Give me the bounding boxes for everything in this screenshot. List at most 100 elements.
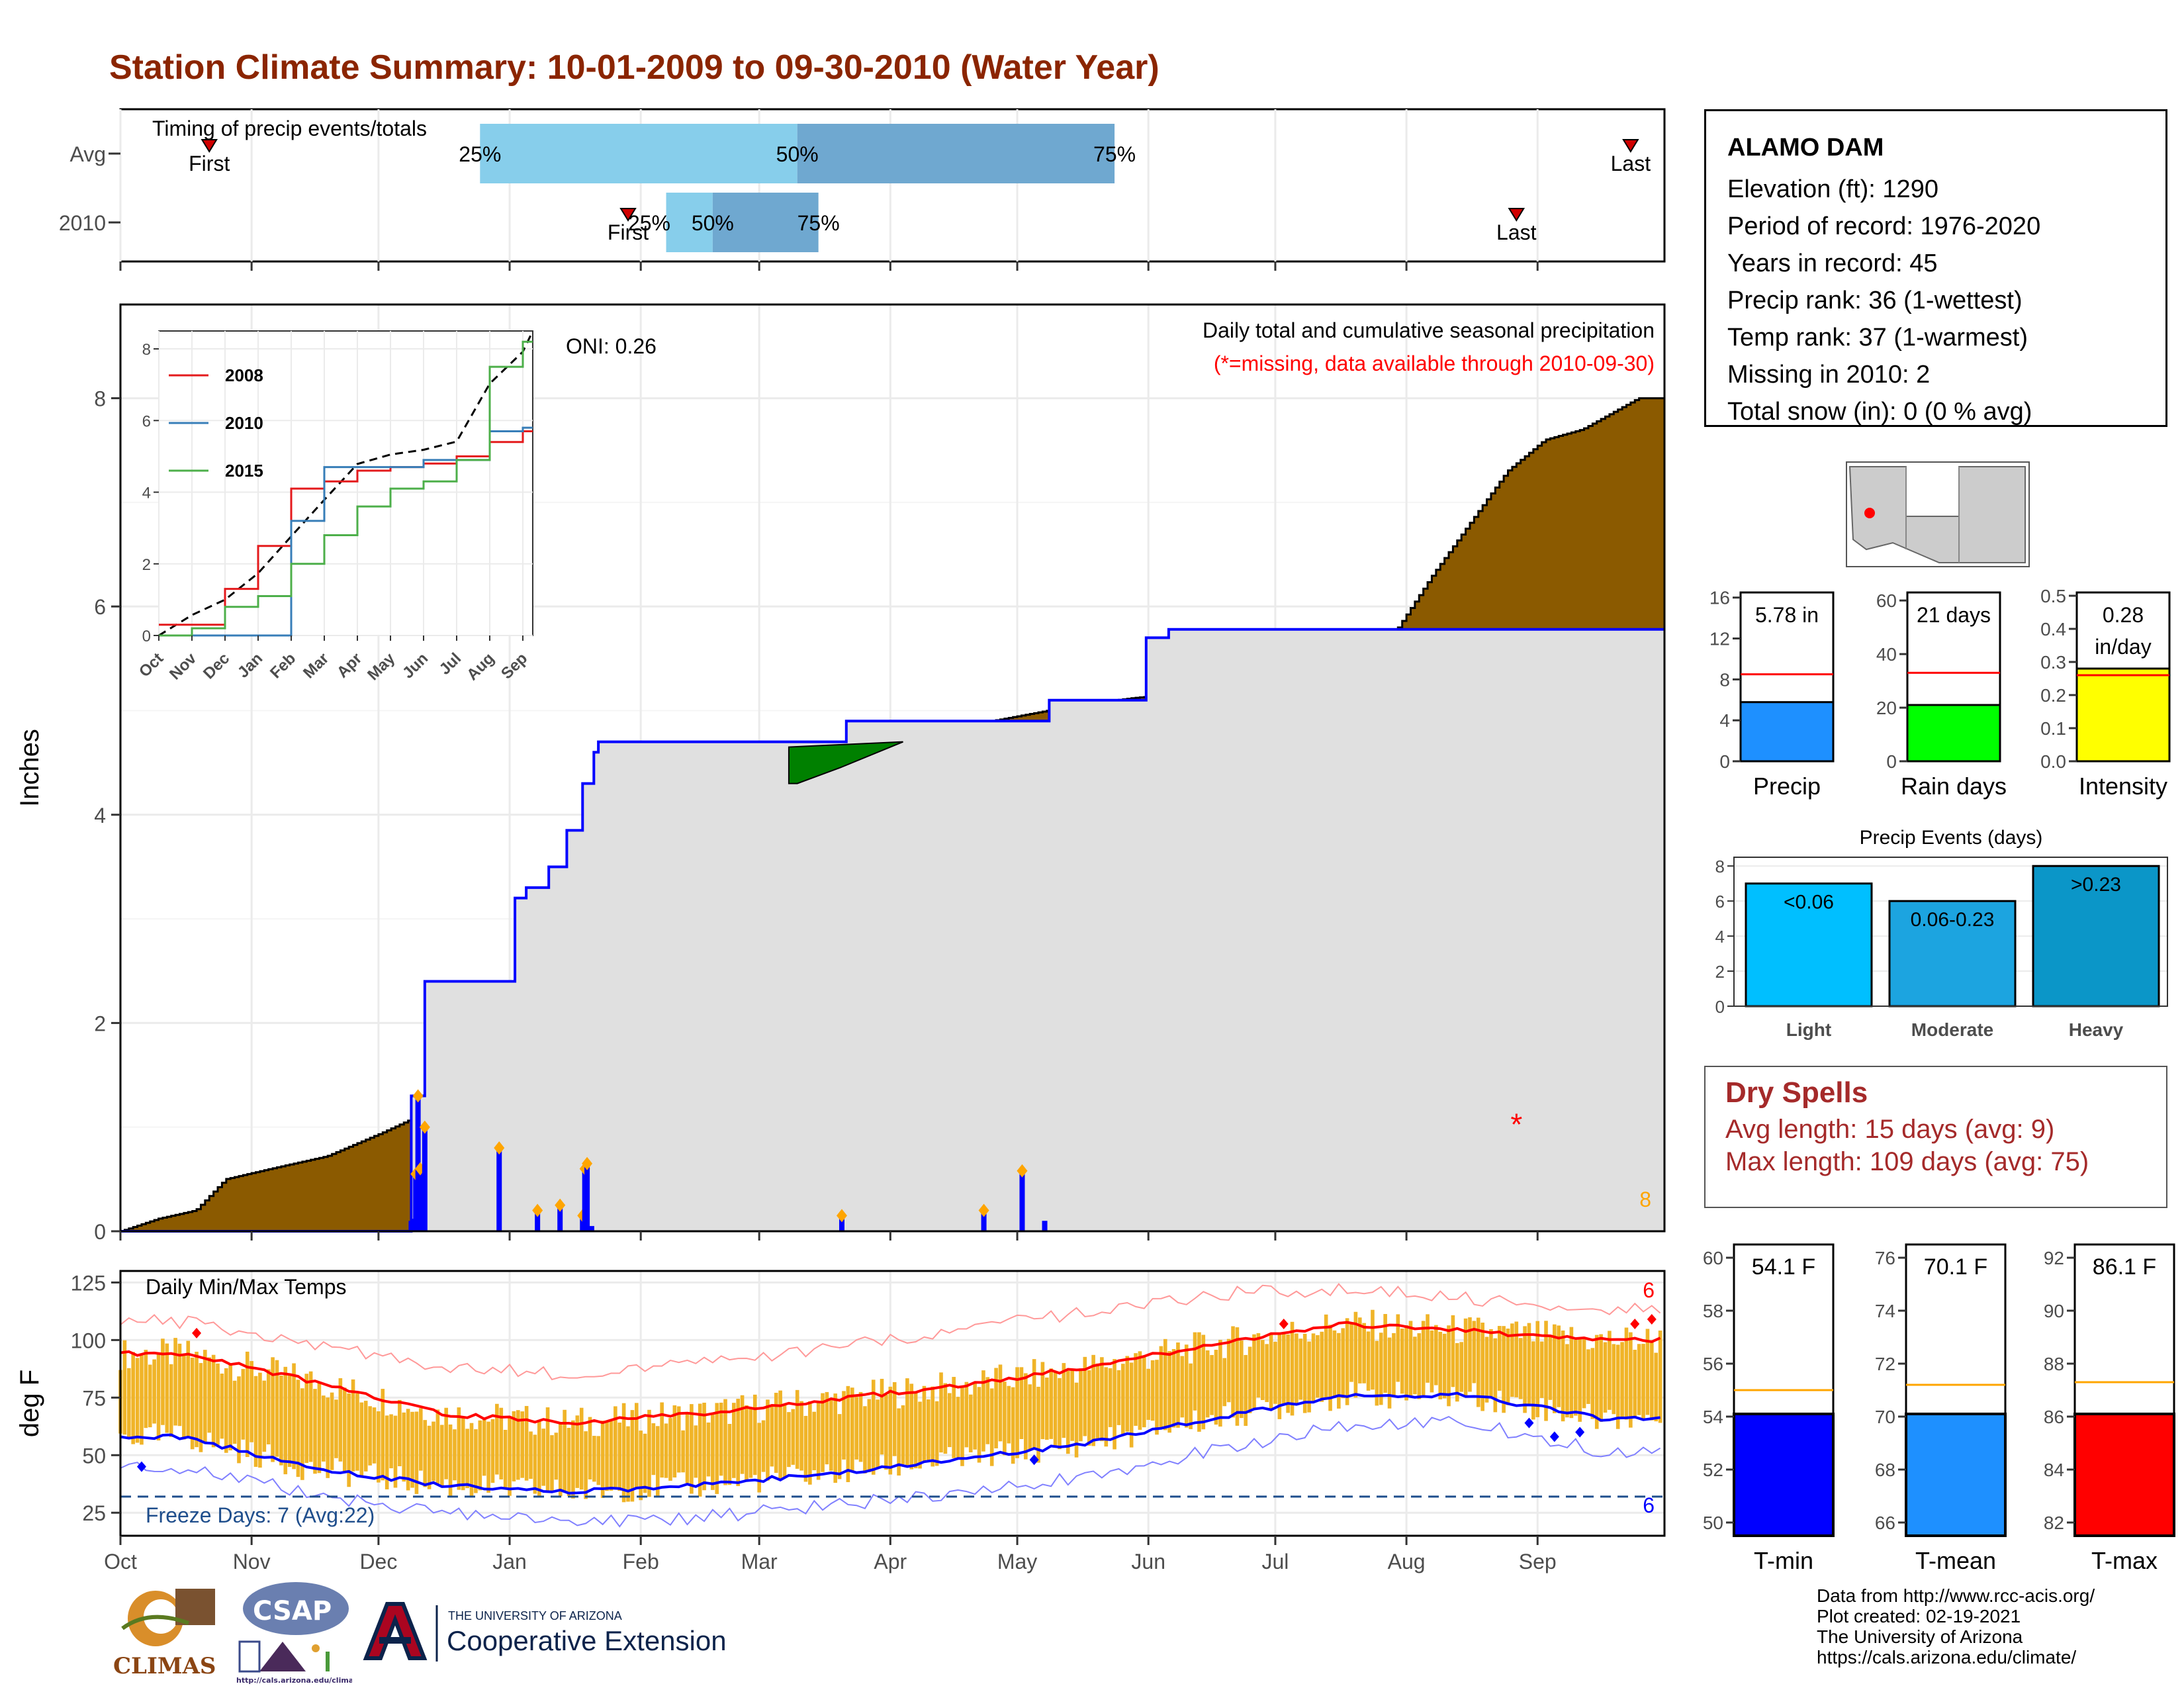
daily-temp-bar (1332, 1330, 1337, 1399)
daily-temp-bar (1633, 1350, 1637, 1419)
daily-temp-bar (939, 1372, 943, 1453)
timing-row-label: 2010 (59, 211, 106, 235)
daily-temp-bar (241, 1369, 246, 1440)
daily-temp-bar (1362, 1323, 1366, 1383)
rain-days-mini-y-tick-label: 20 (1876, 698, 1897, 718)
daily-temp-bar (1527, 1323, 1531, 1405)
daily-temp-bar (931, 1386, 935, 1467)
daily-temp-bar (770, 1405, 774, 1467)
precip-panel-frame (119, 303, 1666, 1233)
tmean-value-label: 70.1 F (1924, 1254, 1987, 1280)
daily-temp-bar (1058, 1378, 1062, 1450)
timing-first-marker (201, 139, 218, 153)
intensity-mini-axis-label: Intensity (2079, 773, 2167, 800)
daily-temp-bar (1028, 1384, 1032, 1450)
oni-label: ONI: 0.26 (566, 334, 657, 358)
daily-temp-bar (968, 1394, 973, 1452)
daily-temp-bar (1590, 1348, 1595, 1419)
daily-temp-bar (947, 1393, 952, 1448)
daily-temp-bar (207, 1357, 212, 1433)
daily-temp-bar (837, 1414, 842, 1479)
month-tick-label: Apr (874, 1550, 907, 1573)
missing-marker: * (1510, 1107, 1522, 1142)
tmean-y-tick-label: 68 (1875, 1460, 1895, 1480)
daily-temp-bar (757, 1423, 761, 1493)
daily-temp-bar (711, 1414, 715, 1490)
daily-temp-bar (1404, 1325, 1408, 1401)
daily-temp-bar (533, 1434, 537, 1494)
daily-temp-bar (1548, 1335, 1553, 1400)
daily-temp-bar (880, 1378, 884, 1455)
daily-temp-bar (1510, 1323, 1514, 1397)
daily-temp-bar (630, 1410, 635, 1502)
daily-temp-bar (427, 1425, 432, 1489)
daily-temp-bar (1134, 1353, 1138, 1426)
daily-temp-bar (605, 1421, 609, 1491)
daily-temp-bar (901, 1405, 905, 1465)
precip-y-tick-label: 4 (94, 804, 106, 827)
daily-temp-bar (1155, 1360, 1159, 1435)
intensity-mini-y-tick-label: 0.1 (2040, 718, 2066, 739)
daily-temp-bar (1421, 1321, 1426, 1395)
daily-temp-bar (195, 1352, 199, 1448)
daily-temp-bar (169, 1364, 173, 1437)
rain-days-mini-y-tick-label: 40 (1876, 644, 1897, 665)
daily-temp-bar (575, 1415, 580, 1488)
daily-temp-bar (393, 1415, 398, 1488)
climas-logo-text: CLIMAS (113, 1653, 216, 1679)
daily-temp-bar (372, 1407, 377, 1464)
daily-temp-bar (745, 1405, 749, 1481)
daily-temp-bar (1083, 1356, 1087, 1436)
daily-temp-bar (469, 1423, 474, 1497)
daily-temp-bar (584, 1431, 588, 1499)
daily-temp-bar (1493, 1338, 1498, 1413)
daily-temp-bar (614, 1406, 617, 1489)
precip-mini-y-tick-label: 8 (1719, 669, 1730, 690)
daily-temp-bar (545, 1407, 550, 1492)
timing-p25-label: 25% (628, 211, 670, 235)
daily-temp-bar (664, 1423, 668, 1478)
daily-temp-bar (1281, 1333, 1286, 1404)
daily-temp-bar (1222, 1358, 1227, 1407)
daily-temp-bar (474, 1429, 478, 1493)
daily-temp-bar (702, 1403, 706, 1491)
daily-temp-bar (655, 1426, 660, 1497)
daily-temp-bar (1113, 1359, 1116, 1450)
daily-temp-bar (173, 1338, 177, 1426)
daily-temp-bar (715, 1403, 719, 1494)
tmin-y-tick-label: 50 (1703, 1513, 1723, 1533)
record-high-marker (1647, 1314, 1657, 1325)
daily-temp-bar (287, 1373, 292, 1468)
daily-temp-bar (1316, 1335, 1320, 1398)
daily-temp-bar (1125, 1356, 1130, 1432)
daily-temp-bar (250, 1361, 253, 1442)
daily-temp-bar (1003, 1382, 1007, 1456)
daily-temp-bar (262, 1380, 267, 1452)
daily-temp-bar (1472, 1321, 1477, 1383)
daily-temp-bar (639, 1430, 643, 1501)
timing-first-label: First (608, 220, 649, 244)
daily-temp-bar (1273, 1341, 1277, 1404)
daily-temp-bar (1218, 1340, 1222, 1427)
precip-mini-y-tick-label: 0 (1719, 751, 1730, 772)
daily-extreme-marker (555, 1198, 566, 1212)
daily-temp-bar (1561, 1330, 1565, 1422)
daily-temp-bar (850, 1387, 854, 1472)
daily-temp-bar (651, 1423, 656, 1476)
daily-temp-bar (989, 1388, 994, 1466)
intensity-mini-y-tick-label: 0.3 (2040, 652, 2066, 673)
daily-temp-bar (977, 1387, 981, 1463)
inset-legend-label: 2015 (225, 461, 263, 481)
daily-temp-bar (897, 1408, 901, 1476)
daily-temp-bar (1514, 1321, 1519, 1397)
daily-temp-bar (1066, 1370, 1070, 1454)
precip-mini-axis-label: Precip (1753, 773, 1821, 800)
events-category-label: Light (1786, 1019, 1831, 1040)
tmin-bar (1733, 1413, 1835, 1537)
daily-temp-bar (1599, 1334, 1603, 1422)
daily-precip-bar (981, 1210, 987, 1231)
daily-temp-bar (1053, 1372, 1058, 1446)
daily-temp-bar (439, 1425, 444, 1487)
daily-temp-bar (220, 1374, 224, 1439)
daily-temp-bar (165, 1343, 169, 1433)
